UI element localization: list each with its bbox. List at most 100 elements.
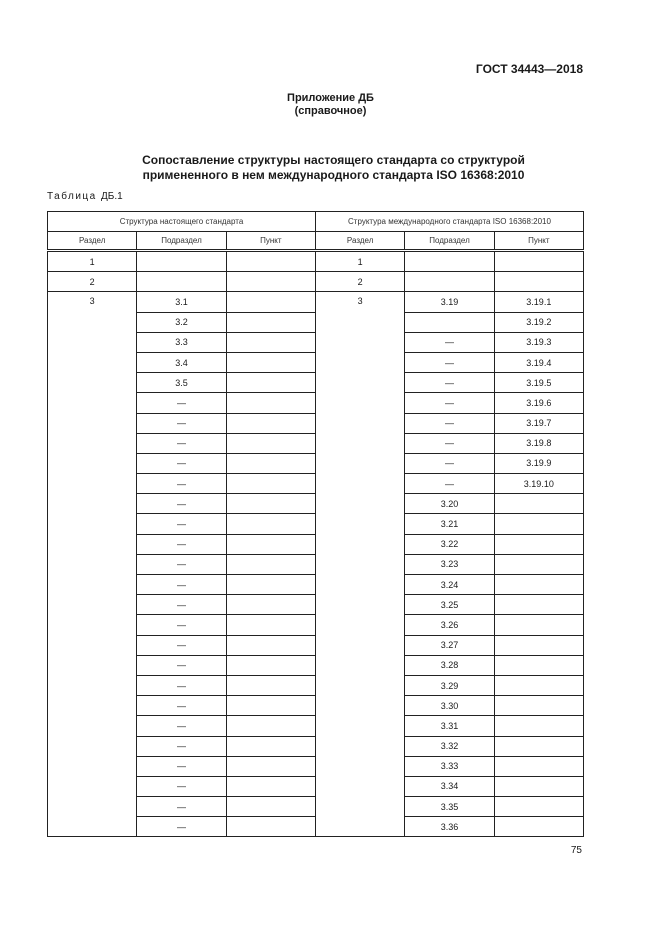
- table-cell: —: [136, 513, 227, 535]
- table-cell: —: [136, 392, 227, 414]
- table-cell: —: [136, 735, 227, 757]
- table-cell: [493, 533, 585, 555]
- table-row: — —3.19.7: [48, 412, 585, 434]
- table-cell: 3.19.6: [493, 392, 585, 414]
- table-cell: [493, 816, 585, 838]
- table-cell: —: [136, 493, 227, 515]
- table-cell: 3.28: [404, 654, 495, 676]
- table-cell: —: [404, 331, 495, 353]
- table-cell: [136, 271, 227, 293]
- column-header: Пункт: [493, 231, 585, 252]
- table-cell: 3.19.2: [493, 311, 585, 333]
- table-cell: 2: [314, 271, 406, 293]
- table-cell: 3.22: [404, 533, 495, 555]
- group-header-row: Структура настоящего стандарта Структура…: [47, 211, 585, 232]
- table-cell: [404, 271, 495, 293]
- table-cell: [225, 249, 316, 273]
- table-cell: 3.26: [404, 614, 495, 636]
- table-cell: —: [136, 755, 227, 777]
- page-number: 75: [570, 845, 582, 856]
- table-cell: [225, 715, 316, 737]
- table-cell: [225, 594, 316, 616]
- table-cell: [225, 372, 316, 394]
- column-header: Раздел: [46, 231, 138, 252]
- table-caption-word: Таблица: [47, 191, 97, 202]
- table-cell: 3.27: [404, 634, 495, 656]
- table-cell: 3: [314, 291, 406, 838]
- table-cell: [225, 473, 316, 495]
- table-cell: [404, 311, 495, 333]
- table-cell: [225, 553, 316, 576]
- table-caption: Таблица ДБ.1: [47, 191, 123, 202]
- table-cell: 3.24: [404, 573, 495, 596]
- table-cell: 3.19.1: [493, 291, 585, 313]
- title-line-1: Сопоставление структуры настоящего станд…: [142, 153, 525, 167]
- table-body: 1 1 2 2 3 3.1 3 3.19 3.19.1 3.2 3.19.2 3.3—3.19.3 3.…: [46, 249, 585, 838]
- table-cell: 3.19.10: [493, 473, 585, 495]
- appendix-title: Приложение ДБ: [287, 92, 374, 104]
- table-cell: 3: [46, 291, 138, 838]
- table-cell: 3.2: [136, 311, 227, 333]
- table-cell: —: [404, 432, 495, 454]
- comparison-table: Структура настоящего стандарта Структура…: [46, 211, 585, 838]
- table-row: 3.4 —3.19.4: [48, 351, 585, 374]
- table-cell: 3.5: [136, 372, 227, 394]
- table-row: — 3.26: [48, 614, 585, 636]
- table-cell: [493, 634, 585, 656]
- table-cell: —: [136, 614, 227, 636]
- table-cell: [493, 735, 585, 757]
- table-cell: —: [136, 432, 227, 454]
- table-cell: 3.36: [404, 816, 495, 838]
- column-header: Пункт: [225, 231, 316, 252]
- table-cell: —: [136, 634, 227, 656]
- table-cell: [225, 634, 316, 656]
- table-cell: 3.3: [136, 331, 227, 353]
- table-cell: [493, 271, 585, 293]
- table-cell: —: [404, 473, 495, 495]
- table-cell: —: [136, 816, 227, 838]
- table-cell: —: [136, 715, 227, 737]
- table-cell: —: [404, 452, 495, 475]
- table-cell: [493, 594, 585, 616]
- table-cell: 3.4: [136, 351, 227, 374]
- table-cell: 3.19.4: [493, 351, 585, 374]
- table-cell: —: [404, 351, 495, 374]
- table-row: — 3.25: [48, 594, 585, 616]
- column-header-row: Раздел Подраздел Пункт Раздел Подраздел …: [46, 231, 585, 252]
- table-row: — 3.36: [48, 816, 585, 838]
- group-header-international: Структура международного стандарта ISO 1…: [314, 211, 585, 232]
- table-cell: [493, 553, 585, 576]
- table-cell: [493, 775, 585, 798]
- table-row: — 3.27: [48, 634, 585, 656]
- table-cell: [493, 513, 585, 535]
- table-row: 3 3.1 3 3.19 3.19.1: [46, 291, 585, 838]
- table-row: — 3.28: [48, 654, 585, 676]
- table-cell: 3.35: [404, 796, 495, 818]
- table-cell: 1: [314, 249, 406, 273]
- table-caption-number: ДБ.1: [101, 191, 123, 202]
- appendix-subtitle: (справочное): [294, 105, 367, 117]
- table-row: — 3.20: [48, 493, 585, 515]
- table-cell: [225, 674, 316, 697]
- table-cell: [493, 493, 585, 515]
- table-cell: [493, 755, 585, 777]
- table-cell: 3.19.8: [493, 432, 585, 454]
- table-cell: 3.23: [404, 553, 495, 576]
- table-row: — 3.23: [48, 553, 585, 576]
- table-cell: —: [136, 775, 227, 798]
- table-cell: —: [136, 573, 227, 596]
- table-cell: [493, 573, 585, 596]
- column-header: Подраздел: [136, 231, 227, 252]
- table-cell: 3.19.9: [493, 452, 585, 475]
- table-cell: —: [404, 412, 495, 434]
- table-cell: 3.19.7: [493, 412, 585, 434]
- table-row: — 3.29: [48, 674, 585, 697]
- table-cell: [225, 331, 316, 353]
- table-cell: 3.21: [404, 513, 495, 535]
- table-cell: [404, 249, 495, 273]
- table-cell: [225, 432, 316, 454]
- table-cell: —: [136, 553, 227, 576]
- table-cell: [225, 796, 316, 818]
- column-header: Раздел: [314, 231, 406, 252]
